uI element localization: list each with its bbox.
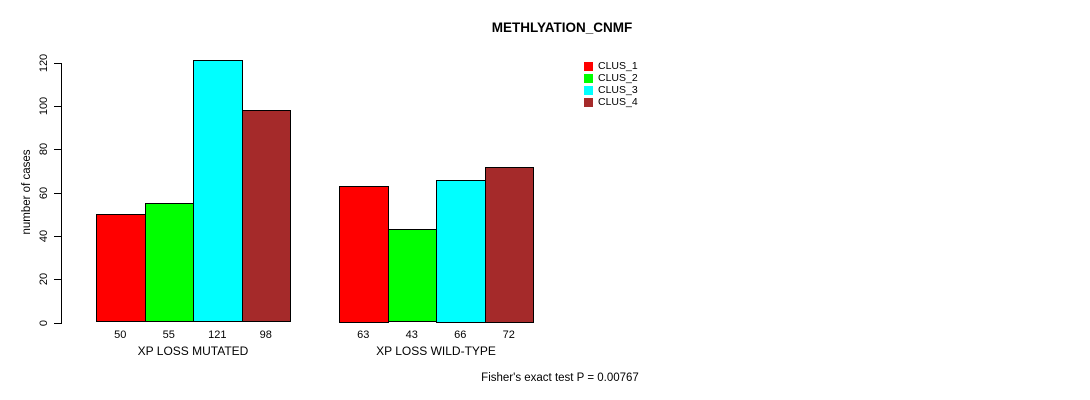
y-axis-tick-label: 60 [38, 186, 50, 199]
y-axis-tick [54, 192, 61, 194]
bar-value-label: 63 [357, 329, 370, 341]
bar-clus_4-group2 [484, 166, 534, 323]
y-axis-tick-label: 20 [38, 273, 50, 286]
legend-swatch-icon [584, 97, 593, 107]
y-axis-tick [54, 279, 61, 281]
bar-value-label: 72 [502, 329, 515, 341]
bar-value-label: 43 [405, 329, 418, 341]
legend-item-label: CLUS_2 [598, 72, 638, 84]
y-axis-tick [54, 62, 61, 64]
y-axis-tick-label: 100 [38, 96, 50, 116]
bar-clus_4-group1 [241, 110, 291, 323]
bar-value-label: 66 [454, 329, 467, 341]
y-axis-tick [54, 235, 61, 237]
y-axis-tick [54, 322, 61, 324]
bar-clus_2-group1 [144, 203, 194, 323]
bar-clus_3-group2 [436, 179, 486, 323]
bar-clus_1-group2 [339, 186, 389, 323]
x-category-label: XP LOSS MUTATED [137, 344, 249, 358]
bar-clus_3-group1 [193, 60, 243, 323]
y-axis-label: number of cases [21, 149, 33, 235]
y-axis-tick-label: 40 [38, 229, 50, 242]
bar-value-label: 121 [208, 329, 227, 341]
y-axis-line [61, 62, 62, 324]
legend-item-label: CLUS_3 [598, 84, 638, 96]
legend-swatch-icon [584, 61, 593, 71]
legend-item: CLUS_2 [584, 72, 638, 84]
y-axis-tick [54, 105, 61, 107]
legend-item: CLUS_4 [584, 96, 638, 108]
bar-value-label: 50 [114, 329, 127, 341]
legend-item: CLUS_1 [584, 60, 638, 72]
y-axis-tick-label: 0 [38, 319, 50, 326]
y-axis-tick-label: 120 [38, 53, 50, 72]
y-axis-tick [54, 149, 61, 151]
legend-swatch-icon [584, 73, 593, 83]
legend: CLUS_1 CLUS_2 CLUS_3 CLUS_4 [584, 60, 638, 108]
bar-clus_1-group1 [96, 214, 146, 323]
legend-swatch-icon [584, 85, 593, 95]
bar-value-label: 55 [162, 329, 175, 341]
chart-title: METHLYATION_CNMF [491, 20, 633, 35]
legend-item-label: CLUS_1 [598, 60, 638, 72]
x-category-label: XP LOSS WILD-TYPE [376, 344, 496, 358]
y-axis-tick-label: 80 [38, 143, 50, 156]
stat-annotation: Fisher's exact test P = 0.00767 [481, 372, 639, 384]
legend-item-label: CLUS_4 [598, 96, 638, 108]
bar-clus_2-group2 [387, 229, 437, 323]
bar-value-label: 98 [259, 329, 272, 341]
legend-item: CLUS_3 [584, 84, 638, 96]
